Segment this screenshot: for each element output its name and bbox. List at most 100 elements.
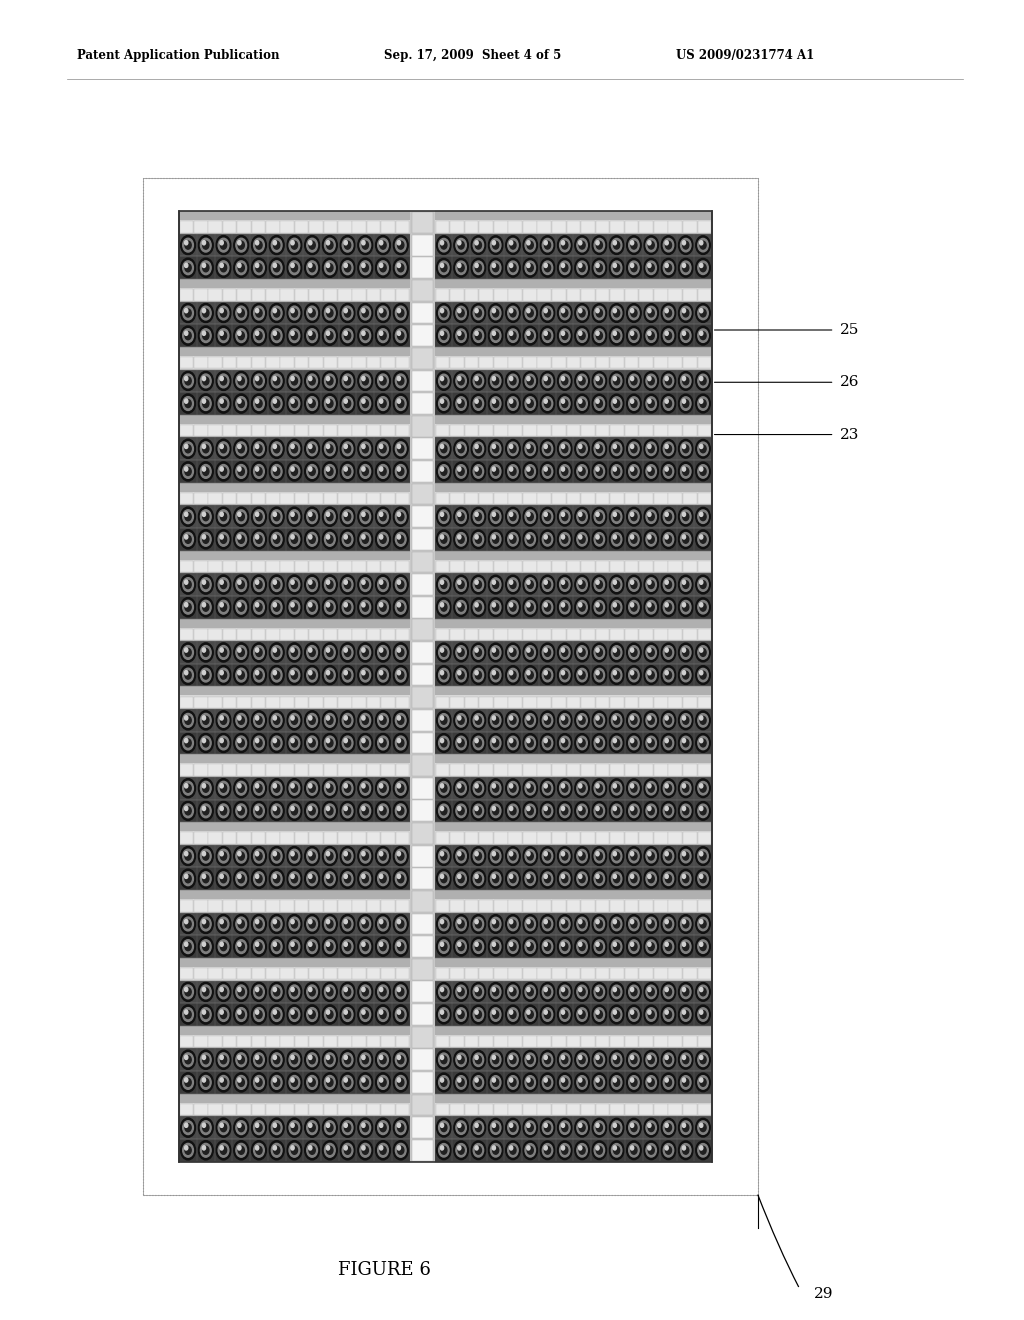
Circle shape [682,331,685,335]
Circle shape [544,671,547,675]
Circle shape [493,875,499,883]
Circle shape [627,1073,641,1092]
Circle shape [238,579,241,585]
Circle shape [648,376,651,380]
Bar [395,900,410,912]
Bar [683,833,696,843]
Circle shape [644,779,658,797]
Circle shape [525,781,536,795]
Circle shape [579,536,585,544]
Circle shape [559,532,570,546]
Circle shape [681,329,691,342]
Circle shape [557,1073,572,1092]
Circle shape [185,942,191,950]
Circle shape [681,306,691,319]
Circle shape [631,1056,634,1060]
Circle shape [699,535,702,539]
Circle shape [273,512,276,516]
Circle shape [361,399,366,403]
Circle shape [220,242,226,249]
Circle shape [436,643,452,661]
Circle shape [397,331,403,339]
Circle shape [471,326,485,345]
Bar [521,506,539,528]
Circle shape [541,1073,555,1092]
Bar [566,222,581,232]
Circle shape [631,512,634,516]
Circle shape [361,1078,366,1082]
Circle shape [239,784,245,792]
Circle shape [458,920,461,924]
Bar [435,528,712,550]
Bar [392,845,410,867]
Circle shape [506,236,520,255]
Circle shape [252,440,266,458]
Circle shape [456,645,466,659]
Circle shape [236,940,247,953]
Circle shape [327,1146,330,1150]
Circle shape [271,1121,282,1135]
Circle shape [254,713,264,727]
Circle shape [236,532,247,546]
Circle shape [613,535,616,539]
Circle shape [644,1140,658,1160]
Circle shape [238,648,241,652]
Bar [338,697,351,708]
Circle shape [475,648,481,656]
Bar [238,561,251,572]
Circle shape [287,576,302,594]
Circle shape [344,1078,350,1086]
Circle shape [697,510,709,524]
Bar [608,1071,626,1094]
Circle shape [256,264,262,272]
Bar [626,1003,643,1026]
Circle shape [323,1140,337,1160]
Bar [232,256,250,279]
Circle shape [397,920,400,924]
Bar [295,968,308,979]
Circle shape [648,1010,651,1014]
Circle shape [254,532,264,546]
Circle shape [700,920,707,928]
Circle shape [592,846,606,866]
Bar [521,1003,539,1026]
Circle shape [665,1146,669,1150]
Circle shape [436,734,452,752]
Circle shape [438,714,450,727]
Circle shape [664,1076,674,1089]
Bar [639,425,653,437]
Circle shape [182,940,194,953]
Circle shape [180,1118,196,1138]
Circle shape [631,851,634,855]
Bar [470,664,487,686]
Circle shape [256,536,262,544]
Circle shape [395,1121,407,1135]
Circle shape [699,648,702,652]
Bar [367,764,380,776]
Bar [435,356,712,370]
Bar [381,628,395,640]
Circle shape [218,668,229,682]
Circle shape [255,376,259,380]
Circle shape [436,304,452,322]
Circle shape [380,579,383,585]
Bar [582,358,595,368]
Bar [591,731,608,754]
Bar [303,234,321,256]
Circle shape [357,779,373,797]
Circle shape [233,235,249,255]
Bar [626,392,643,414]
Bar [435,1139,453,1162]
Circle shape [216,982,231,1002]
Circle shape [695,1073,711,1092]
Circle shape [646,442,656,455]
Circle shape [592,371,606,391]
Circle shape [395,781,407,795]
Circle shape [380,853,386,861]
Circle shape [344,853,350,861]
Circle shape [239,400,245,408]
Circle shape [340,915,355,933]
Circle shape [648,784,654,792]
Bar [179,492,194,504]
Bar [539,1139,556,1162]
